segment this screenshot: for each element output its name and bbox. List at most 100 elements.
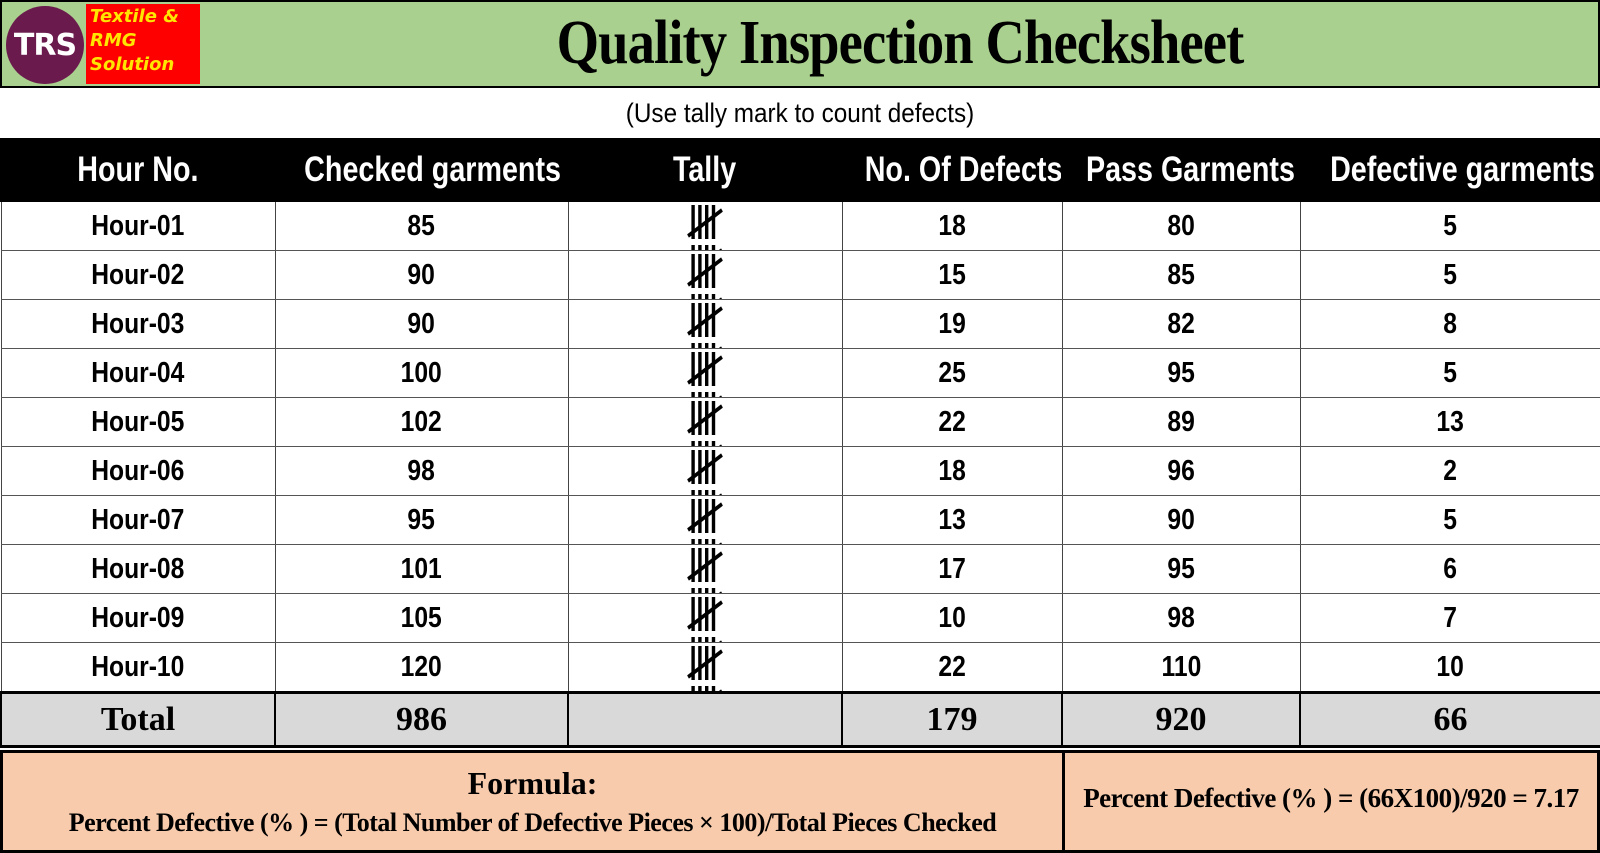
tally-cell <box>567 495 843 545</box>
hour-cell: Hour-08 <box>0 544 276 594</box>
column-header-hour: Hour No. <box>0 138 276 202</box>
tally-marks <box>687 301 723 348</box>
tally-group-of-five <box>687 646 723 680</box>
tally-group-of-five <box>687 401 723 435</box>
checked-cell: 95 <box>274 495 569 545</box>
tally-group-of-five <box>687 254 723 288</box>
table-row: Hour-08 101 17 95 6 <box>0 544 1600 594</box>
logo-tagline-line: Solution <box>90 54 175 75</box>
tally-cross-stroke <box>687 404 723 434</box>
tally-marks <box>687 644 723 692</box>
table-row: Hour-05 102 22 89 13 <box>0 397 1600 447</box>
checked-cell: 120 <box>274 642 569 693</box>
tally-cross-stroke <box>687 600 723 630</box>
table-row: Hour-10 120 22 110 10 <box>0 642 1600 693</box>
tally-cross-stroke <box>687 502 723 532</box>
checked-cell: 90 <box>274 299 569 349</box>
defects-cell: 19 <box>841 299 1063 349</box>
defects-cell: 17 <box>841 544 1063 594</box>
logo: TRS Textile & RMG Solution <box>4 4 200 84</box>
defective-cell: 7 <box>1299 593 1600 643</box>
hour-cell: Hour-05 <box>0 397 276 447</box>
checked-cell: 105 <box>274 593 569 643</box>
total-defects: 179 <box>841 691 1063 748</box>
page-subtitle: (Use tally mark to count defects) <box>625 98 975 128</box>
checked-cell: 98 <box>274 446 569 496</box>
tally-group-of-five <box>691 245 722 250</box>
defects-cell: 10 <box>841 593 1063 643</box>
tally-cross-stroke <box>687 208 723 238</box>
pass-cell: 98 <box>1061 593 1301 643</box>
total-checked: 986 <box>274 691 569 748</box>
tally-cell <box>567 299 843 349</box>
tally-marks <box>687 595 723 642</box>
table-row: Hour-01 85 18 80 5 <box>0 200 1600 251</box>
column-header-pass: Pass Garments <box>1061 138 1301 202</box>
hour-cell: Hour-09 <box>0 593 276 643</box>
tally-cell <box>567 200 843 251</box>
tally-marks <box>687 399 723 446</box>
table-row: Hour-03 90 19 82 8 <box>0 299 1600 349</box>
defects-cell: 25 <box>841 348 1063 398</box>
hour-cell: Hour-02 <box>0 250 276 300</box>
pass-cell: 110 <box>1061 642 1301 693</box>
defective-cell: 13 <box>1299 397 1600 447</box>
hour-cell: Hour-06 <box>0 446 276 496</box>
logo-initials: TRS <box>6 6 84 84</box>
logo-tagline: Textile & RMG Solution <box>86 4 200 84</box>
tally-cross-stroke <box>687 649 723 679</box>
tally-cell <box>567 593 843 643</box>
checked-cell: 100 <box>274 348 569 398</box>
formula-heading: Formula: <box>467 765 598 801</box>
defective-cell: 5 <box>1299 200 1600 251</box>
tally-group-of-five <box>687 450 723 484</box>
tally-group-of-five <box>691 490 722 495</box>
table-header-row: Hour No. Checked garments Tally No. Of D… <box>0 138 1600 202</box>
formula-result: Percent Defective (% ) = (66X100)/920 = … <box>1083 783 1579 813</box>
column-header-checked: Checked garments <box>274 138 569 202</box>
formula-definition: Formula: Percent Defective (% ) = (Total… <box>3 753 1065 850</box>
tally-cross-stroke <box>687 453 723 483</box>
tally-cross-stroke <box>687 551 723 581</box>
pass-cell: 89 <box>1061 397 1301 447</box>
tally-group-of-five <box>691 686 723 692</box>
logo-tagline-line: Textile & <box>90 6 179 27</box>
formula-text: Percent Defective (% ) = (Total Number o… <box>68 808 997 837</box>
tally-group-of-five <box>687 597 723 631</box>
tally-cell <box>567 348 843 398</box>
defects-cell: 13 <box>841 495 1063 545</box>
tally-group-of-five <box>691 588 722 593</box>
formula-footer: Formula: Percent Defective (% ) = (Total… <box>0 750 1600 853</box>
defective-cell: 10 <box>1299 642 1600 693</box>
total-pass: 920 <box>1061 691 1301 748</box>
logo-tagline-line: RMG <box>90 30 137 51</box>
tally-group-of-five <box>691 294 722 299</box>
total-defective: 66 <box>1299 691 1600 748</box>
defects-cell: 22 <box>841 397 1063 447</box>
checked-cell: 90 <box>274 250 569 300</box>
tally-group-of-five <box>687 499 723 533</box>
tally-marks <box>687 202 723 250</box>
hour-cell: Hour-03 <box>0 299 276 349</box>
tally-cell <box>567 446 843 496</box>
inspection-table: Hour No. Checked garments Tally No. Of D… <box>0 138 1600 748</box>
hour-cell: Hour-07 <box>0 495 276 545</box>
pass-cell: 90 <box>1061 495 1301 545</box>
defective-cell: 2 <box>1299 446 1600 496</box>
total-label: Total <box>0 691 276 748</box>
column-header-defects: No. Of Defects <box>841 138 1063 202</box>
tally-group-of-five <box>691 637 722 642</box>
tally-group-of-five <box>691 441 722 446</box>
pass-cell: 95 <box>1061 348 1301 398</box>
hour-cell: Hour-01 <box>0 200 276 251</box>
title-band: TRS Textile & RMG Solution Quality Inspe… <box>0 0 1600 88</box>
tally-marks <box>687 448 723 495</box>
checked-cell: 102 <box>274 397 569 447</box>
page-title: Quality Inspection Checksheet <box>556 9 1245 77</box>
table-body: Hour-01 85 18 80 5 Hour-02 90 15 85 5 Hour-03 90 19 8… <box>0 200 1600 748</box>
checked-cell: 101 <box>274 544 569 594</box>
tally-marks <box>687 350 723 397</box>
pass-cell: 96 <box>1061 446 1301 496</box>
hour-cell: Hour-10 <box>0 642 276 693</box>
